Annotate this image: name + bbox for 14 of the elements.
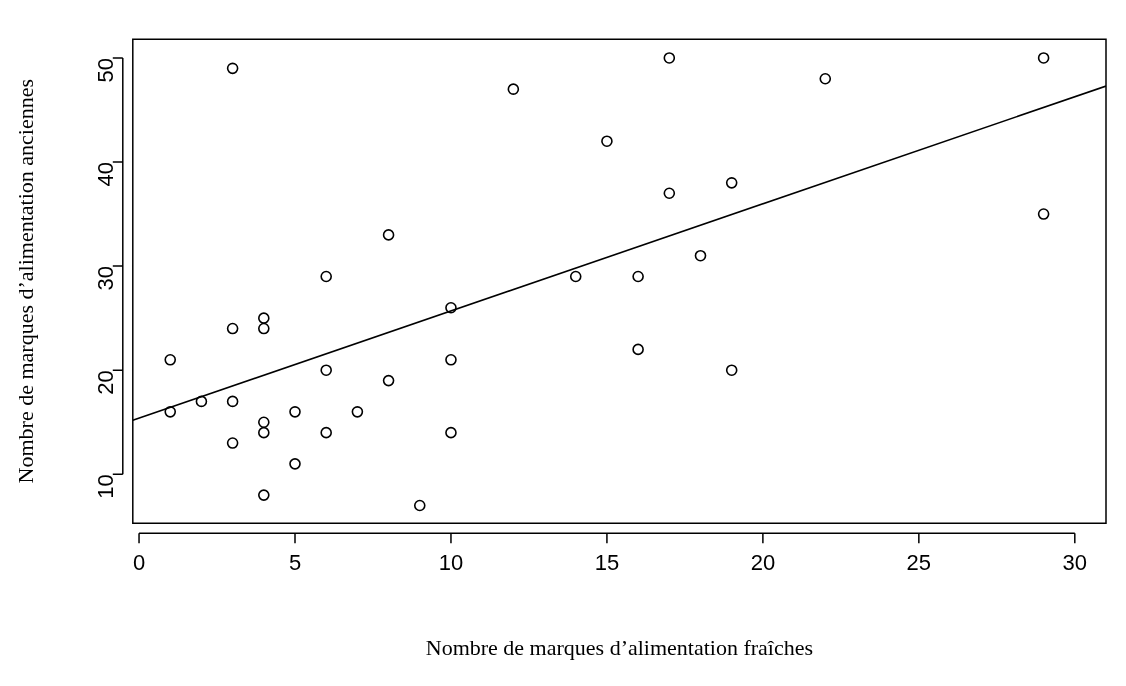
x-tick-label: 30: [1062, 550, 1088, 576]
x-axis-title: Nombre de marques d’alimentation fraîches: [425, 634, 814, 660]
y-tick-label: 40: [92, 162, 118, 187]
x-tick-label: 20: [750, 550, 776, 576]
x-tick-label: 0: [132, 550, 146, 576]
y-axis-title: Nombre de marques d’alimentation anciennes: [12, 78, 38, 484]
y-tick-label: 20: [92, 370, 118, 395]
y-tick-label: 30: [92, 266, 118, 291]
x-tick-label: 15: [594, 550, 620, 576]
y-tick-label: 50: [92, 57, 118, 83]
x-tick-label: 10: [438, 550, 464, 576]
x-tick-label: 5: [288, 550, 302, 576]
x-tick-label: 25: [906, 550, 932, 576]
y-tick-label: 10: [92, 474, 118, 499]
